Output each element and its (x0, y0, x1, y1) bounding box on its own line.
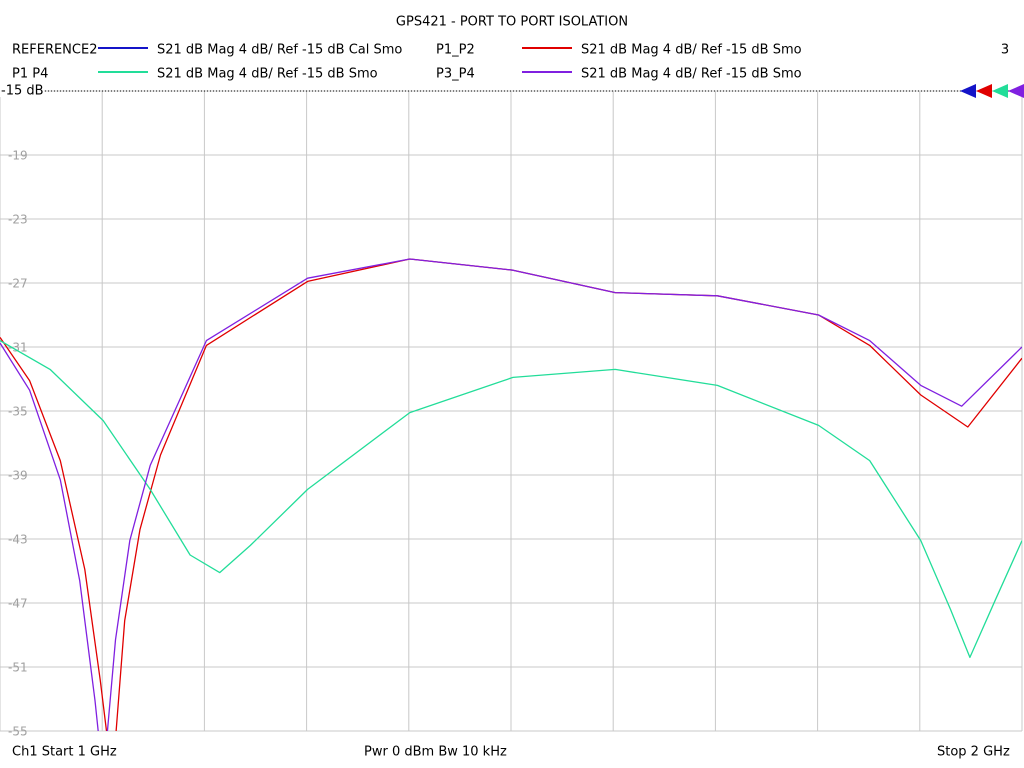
annotation: 3 (1001, 43, 1009, 58)
chart-title: GPS421 - PORT TO PORT ISOLATION (396, 15, 628, 30)
trace (0, 340, 1022, 659)
footer-left: Ch1 Start 1 GHz (12, 745, 117, 760)
y-tick-label: -55 (8, 725, 28, 739)
y-tick-label: -35 (8, 405, 28, 419)
legend-trace-label: S21 dB Mag 4 dB/ Ref -15 dB Smo (157, 67, 378, 82)
grid: -15-19-23-27-31-35-39-43-47-51-55 (0, 85, 1023, 739)
y-tick-label: -43 (8, 533, 28, 547)
ref-label: -15 dB (1, 84, 44, 99)
y-tick-label: -19 (8, 149, 28, 163)
legend-trace-label: S21 dB Mag 4 dB/ Ref -15 dB Smo (581, 67, 802, 82)
ref-marker (976, 84, 992, 98)
legend-name: P1_P2 (436, 43, 475, 58)
y-tick-label: -51 (8, 661, 28, 675)
ref-marker (1008, 84, 1024, 98)
y-tick-label: -31 (8, 341, 28, 355)
ref-marker (960, 84, 976, 98)
ref-marker (992, 84, 1008, 98)
overlay: -15 dB REFERENCE2 S21 dB Mag 4 dB/ Ref -15… (0, 43, 1024, 99)
legend-trace-label: S21 dB Mag 4 dB/ Ref -15 dB Smo (581, 43, 802, 58)
y-tick-label: -23 (8, 213, 28, 227)
footer-right: Stop 2 GHz (937, 745, 1010, 760)
legend-name: REFERENCE2 (12, 43, 97, 58)
trace (0, 258, 1022, 731)
ref-label-bg (0, 83, 44, 97)
legend-name: P1 P4 (12, 67, 48, 82)
legend-trace-label: S21 dB Mag 4 dB/ Ref -15 dB Cal Smo (157, 43, 402, 58)
traces (0, 258, 1022, 731)
trace (0, 258, 1022, 731)
legend-name: P3_P4 (436, 67, 475, 82)
y-tick-label: -47 (8, 597, 28, 611)
y-tick-label: -39 (8, 469, 28, 483)
footer-center: Pwr 0 dBm Bw 10 kHz (364, 745, 507, 760)
y-tick-label: -27 (8, 277, 28, 291)
